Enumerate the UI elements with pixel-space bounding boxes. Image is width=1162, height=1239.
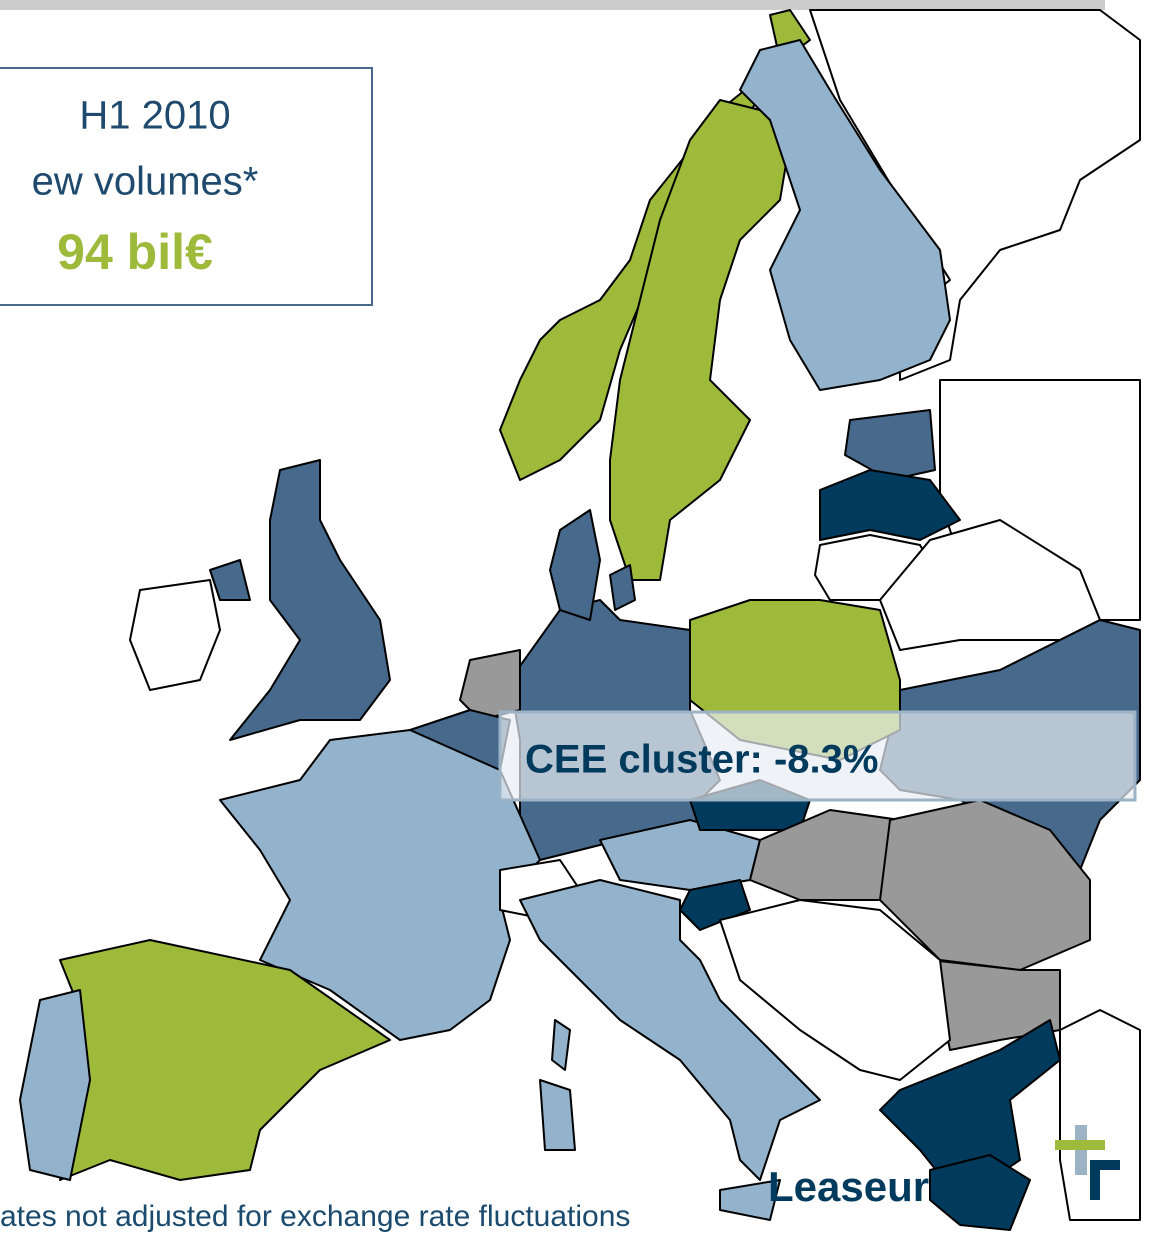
portugal: [19, 989, 91, 1181]
romania: [879, 799, 1091, 971]
info-box: [0, 67, 373, 306]
sicily: [719, 1179, 781, 1221]
greece: [879, 1019, 1061, 1201]
balkans: [719, 899, 951, 1081]
northern-ireland: [209, 559, 251, 601]
volume-amount: 94 bil€: [57, 224, 213, 280]
italy: [519, 879, 821, 1181]
top-bar: [0, 0, 1105, 10]
france: [219, 729, 541, 1041]
ireland: [129, 579, 221, 691]
logo-text: Leaseurope: [768, 1163, 1004, 1210]
estonia: [844, 409, 936, 481]
volume-label: ew volumes*: [32, 160, 259, 204]
sardinia: [539, 1079, 576, 1151]
finland: [739, 39, 951, 391]
footnote: ates not adjusted for exchange rate fluc…: [0, 1200, 630, 1233]
crete-region: [929, 1154, 1031, 1231]
sweden: [609, 99, 791, 581]
cluster-box: [498, 710, 1137, 802]
period: H1 2010: [79, 94, 230, 138]
denmark: [549, 509, 601, 621]
uk: [229, 459, 391, 741]
logo-mark: [1055, 1125, 1120, 1200]
corsica: [551, 1019, 571, 1071]
cluster-label: CEE cluster: -8.3%: [525, 738, 878, 782]
latvia: [819, 469, 961, 541]
zealand: [609, 564, 636, 611]
